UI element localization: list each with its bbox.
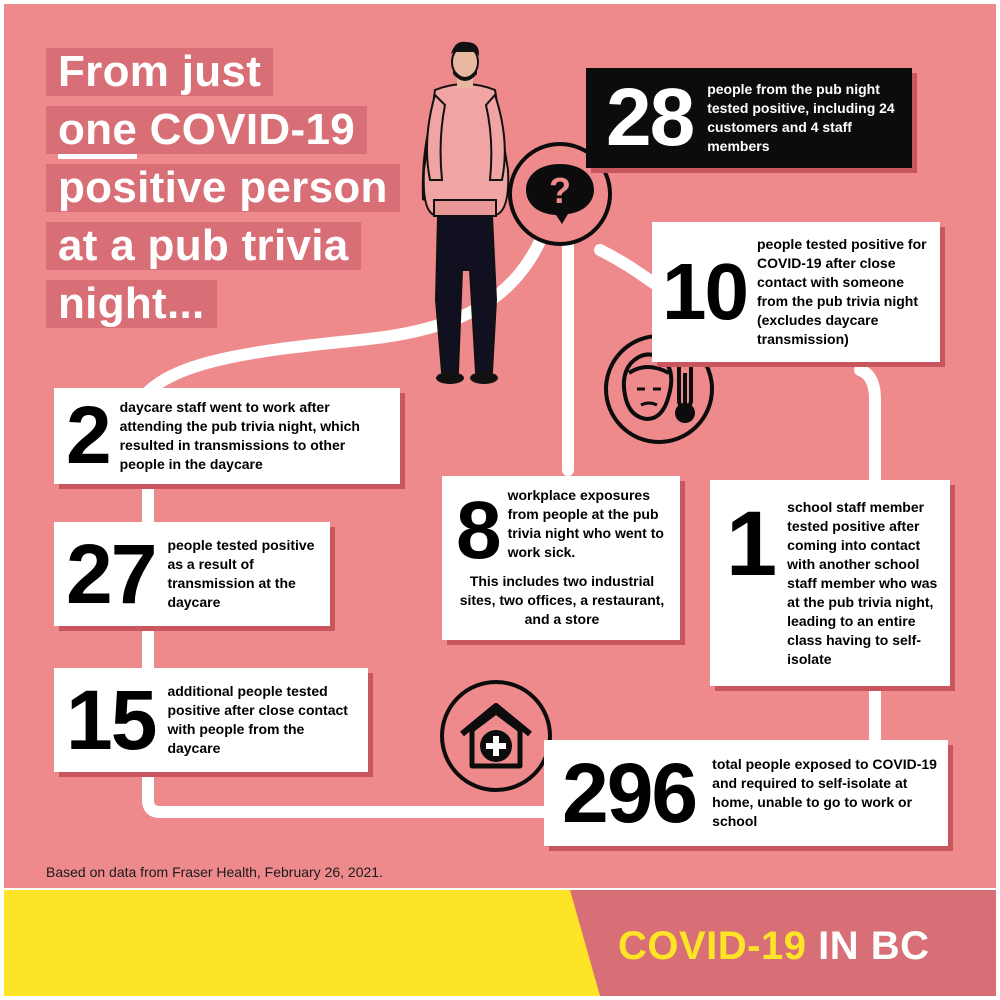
stat-number: 2	[66, 390, 112, 481]
stat-text-detail: This includes two industrial sites, two …	[459, 573, 665, 627]
stat-card-close-contact: 10 people tested positive for COVID-19 a…	[652, 222, 940, 362]
footer-brand-panel	[570, 890, 996, 996]
stat-card-daycare-transmission: 27 people tested positive as a result of…	[54, 522, 330, 626]
stat-card-total-exposed: 296 total people exposed to COVID-19 and…	[544, 740, 948, 846]
stat-text: workplace exposures from people at the p…	[507, 487, 664, 560]
stat-number: 28	[606, 72, 695, 163]
headline-line-2-rest: COVID-19	[137, 105, 355, 154]
stat-text: additional people tested positive after …	[167, 683, 348, 756]
headline-line-4: at a pub trivia	[46, 222, 361, 270]
question-speech-bubble-icon: ?	[508, 142, 612, 246]
stat-number: 27	[66, 527, 157, 621]
svg-text:?: ?	[549, 170, 571, 211]
brand-part-1: COVID-19	[618, 924, 807, 968]
stat-number: 296	[562, 746, 698, 840]
brand-part-2: IN BC	[818, 924, 930, 968]
stat-card-daycare-contacts: 15 additional people tested positive aft…	[54, 668, 368, 772]
headline-line-2: one COVID-19	[46, 105, 367, 159]
stat-card-school-staff: 1 school staff member tested positive af…	[710, 480, 950, 686]
stat-text: daycare staff went to work after attendi…	[119, 399, 360, 472]
stat-number: 10	[662, 247, 749, 336]
stat-text: people tested positive as a result of tr…	[167, 537, 315, 610]
source-footnote: Based on data from Fraser Health, Februa…	[46, 864, 383, 880]
house-medical-cross-icon	[440, 680, 552, 792]
stat-text: total people exposed to COVID-19 and req…	[712, 756, 937, 829]
stat-number: 1	[726, 493, 777, 595]
stat-card-workplace-exposures: 8 workplace exposures from people at the…	[442, 476, 680, 640]
headline-line-1: From just	[46, 48, 274, 96]
headline-emphasis: one	[58, 105, 138, 159]
headline-line-5: night...	[46, 280, 217, 328]
stat-text: people tested positive for COVID-19 afte…	[756, 236, 927, 347]
stat-card-pub-positive: 28 people from the pub night tested posi…	[586, 68, 912, 168]
stat-text: school staff member tested positive afte…	[787, 499, 938, 667]
stat-text: people from the pub night tested positiv…	[707, 81, 895, 154]
stat-card-daycare-staff: 2 daycare staff went to work after atten…	[54, 388, 400, 484]
headline: From just one COVID-19 positive person a…	[46, 48, 400, 338]
brand-logo: COVID-19 IN BC	[618, 924, 930, 969]
stat-number: 8	[456, 485, 502, 576]
person-illustration	[421, 41, 510, 384]
headline-line-3: positive person	[46, 164, 400, 212]
stat-number: 15	[66, 673, 157, 767]
